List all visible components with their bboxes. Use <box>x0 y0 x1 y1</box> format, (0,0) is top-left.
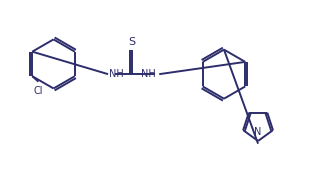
Text: NH: NH <box>109 69 123 79</box>
Text: NH: NH <box>141 69 156 79</box>
Text: Cl: Cl <box>34 86 43 96</box>
Text: N: N <box>255 127 262 137</box>
Text: S: S <box>129 37 135 47</box>
